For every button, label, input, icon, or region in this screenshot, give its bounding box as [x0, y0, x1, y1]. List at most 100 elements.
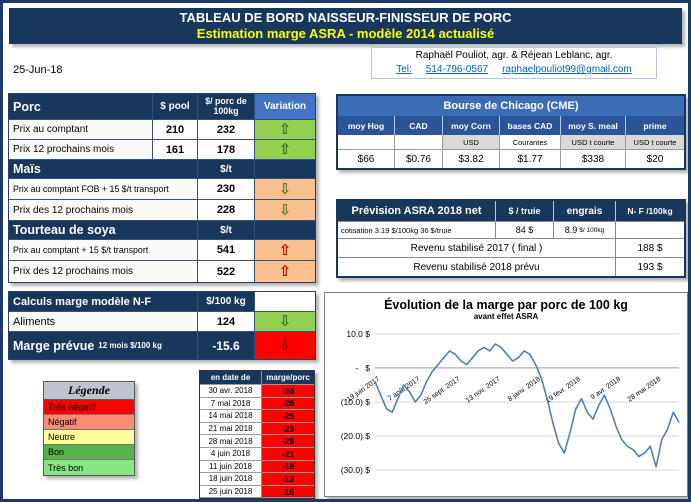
table-row: Aliments 124 ⇩: [9, 312, 315, 332]
cme-header-row: moy Hog CAD moy Corn bases CAD moy S. me…: [338, 116, 684, 135]
week-margin: -24: [262, 385, 314, 398]
col-header-prime: prime: [626, 116, 684, 135]
report-date: 25-Jun-18: [13, 64, 63, 76]
legend-title: Légende: [44, 382, 134, 400]
table-row: 25 juin 2018 -16: [200, 485, 314, 499]
up-arrow-icon: ⇧: [255, 120, 315, 140]
empty-cell: [255, 292, 315, 312]
contact-names: Raphaël Pouliot, agr. & Réjean Leblanc, …: [415, 50, 613, 61]
legend: Légende Très négatif Négatif Neutre Bon …: [43, 381, 135, 476]
svg-text:25 sept. 2017: 25 sept. 2017: [423, 376, 462, 406]
week-margin: -23: [262, 422, 314, 436]
week-margin: -25: [262, 410, 314, 423]
cad-value: $0.76: [395, 150, 443, 168]
row-label: Aliments: [9, 312, 198, 332]
svg-text:(20.0) $: (20.0) $: [341, 431, 371, 441]
contact-email-link[interactable]: raphaelpouliot99@gmail.com: [502, 64, 632, 75]
empty-cell: [616, 221, 684, 238]
margin-chart-panel: Évolution de la marge par porc de 100 kg…: [324, 292, 688, 497]
revenu-2018-value: 193 $: [616, 257, 684, 276]
marge-prevue-value: -15.6: [198, 332, 255, 359]
page-header: TABLEAU DE BORD NAISSEUR-FINISSEUR DE PO…: [9, 8, 682, 44]
prime-value: $20: [646, 153, 664, 165]
week-date: 30 avr. 2018: [200, 385, 262, 398]
pool-price-value: 210: [153, 120, 198, 140]
table-row: Prix au comptant 210 232 ⇧: [9, 120, 315, 140]
moy-corn-value: $3.82: [443, 150, 500, 168]
asra-header-row: Prévision ASRA 2018 net $ / truie engrai…: [338, 201, 684, 221]
col-header-truie: $ / truie: [496, 201, 554, 221]
soya-price-value: 522: [198, 261, 255, 282]
week-date: 14 mai 2018: [200, 410, 262, 423]
sub-label: [395, 135, 443, 150]
row-label: Prix au comptant + 15 $/t transport: [9, 240, 198, 261]
col-header-moy-corn: moy Corn: [443, 116, 500, 135]
moy-hog-value: $66: [338, 150, 395, 168]
table-row: 18 juin 2018 -13: [200, 473, 314, 486]
svg-text:19 févr. 2018: 19 févr. 2018: [545, 376, 582, 405]
cme-title: Bourse de Chicago (CME): [338, 96, 684, 116]
down-arrow-icon: ⇩: [255, 332, 315, 359]
table-row: 30 avr. 2018 -24: [200, 385, 314, 398]
svg-text:28 mai 2018: 28 mai 2018: [627, 376, 663, 404]
week-date: 7 mai 2018: [200, 397, 262, 411]
svg-text:(30.0) $: (30.0) $: [341, 465, 371, 475]
empty-header-cell: [255, 160, 315, 179]
week-date: 4 juin 2018: [200, 447, 262, 461]
sub-label: [338, 135, 395, 150]
table-row: Prix des 12 prochains mois 522 ⇧: [9, 261, 315, 282]
sub-label: USD: [443, 135, 500, 150]
svg-text:- $: - $: [355, 363, 370, 373]
revenu-2017-label: Revenu stabilisé 2017 ( final ): [338, 238, 616, 257]
week-margin: -13: [262, 473, 314, 486]
down-arrow-icon: ⇩: [255, 200, 315, 221]
sub-label: USD t courte: [561, 135, 626, 150]
pool-price-value: 161: [153, 140, 198, 160]
legend-item-neutre: Neutre: [44, 430, 134, 445]
weekly-margin-table: en date de marge/porc 30 avr. 2018 -24 7 …: [199, 370, 315, 499]
bases-cad-value: $1.77: [500, 150, 561, 168]
asra-forecast-table: Prévision ASRA 2018 net $ / truie engrai…: [336, 199, 686, 278]
week-date: 21 mai 2018: [200, 422, 262, 436]
tel-label: Tel:: [396, 64, 412, 75]
asra-title: Prévision ASRA 2018 net: [338, 201, 496, 221]
cme-subheader-row: USD Courantes USD t courte USD t courte: [338, 135, 684, 150]
revenu-2018-label: Revenu stabilisé 2018 prévu: [338, 257, 616, 276]
col-header-pool: $ pool: [153, 94, 198, 120]
calc-section-title: Calculs marge modèle N-F: [9, 292, 198, 312]
week-margin: -29: [262, 435, 314, 448]
week-date: 11 juin 2018: [200, 460, 262, 474]
contact-phone[interactable]: 514-796-0567: [425, 64, 489, 75]
empty-header-cell: [255, 221, 315, 240]
week-margin: -16: [262, 485, 314, 499]
table-row: Revenu stabilisé 2018 prévu 193 $: [338, 257, 684, 276]
margin-calc-table: Calculs marge modèle N-F $/100 kg Alimen…: [8, 291, 316, 360]
cme-values-row: $66 $0.76 $3.82 $1.77 $338 $20: [338, 150, 684, 168]
table-row: 14 mai 2018 -25: [200, 410, 314, 423]
porc-price-value: 178: [198, 140, 255, 160]
col-header-porc-100kg: $/ porc de 100kg: [198, 94, 255, 120]
engrais-value: 8.9: [564, 225, 578, 235]
col-header-date: en date de: [200, 371, 262, 385]
soya-section-title: Tourteau de soya: [9, 221, 198, 240]
table-row: Revenu stabilisé 2017 ( final ) 188 $: [338, 238, 684, 257]
page-subtitle: Estimation marge ASRA - modèle 2014 actu…: [196, 26, 495, 41]
row-label: Prix 12 prochains mois: [9, 140, 153, 160]
sub-label: USD t courte: [626, 135, 684, 150]
col-header-variation: Variation: [255, 94, 315, 120]
row-label: Prix des 12 prochains mois: [9, 261, 198, 282]
porc-header-row: Porc $ pool $/ porc de 100kg Variation: [9, 94, 315, 120]
mais-price-value: 228: [198, 200, 255, 221]
contact-info: Raphaël Pouliot, agr. & Réjean Leblanc, …: [371, 47, 657, 79]
col-header-nf: N- F /100kg: [616, 201, 684, 221]
mais-header-row: Maïs $/t: [9, 160, 315, 179]
up-arrow-icon: ⇧: [255, 261, 315, 282]
table-row: 11 juin 2018 -18: [200, 460, 314, 474]
porc-price-table: Porc $ pool $/ porc de 100kg Variation P…: [8, 93, 316, 283]
legend-item-tres-bon: Très bon: [44, 460, 134, 475]
mais-price-value: 230: [198, 179, 255, 200]
row-label: Prix au comptant FOB + 15 $/t transport: [9, 179, 198, 200]
table-row: 21 mai 2018 -23: [200, 422, 314, 436]
down-arrow-icon: ⇩: [255, 312, 315, 332]
col-header-engrais: engrais: [554, 201, 616, 221]
